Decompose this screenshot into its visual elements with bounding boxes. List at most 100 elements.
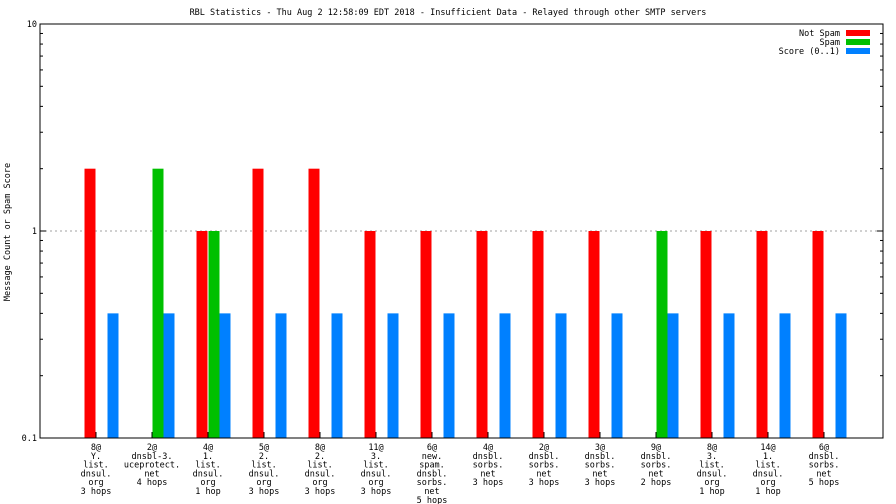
legend-label: Not Spam	[799, 29, 840, 39]
x-tick-label: 4@ dnsbl. sorbs. net 3 hops	[473, 443, 504, 488]
bar-not-spam	[476, 231, 488, 438]
x-tick-label-line: 3 hops	[249, 487, 280, 497]
legend-label: Spam	[820, 38, 840, 48]
x-tick-label-line: spam.	[419, 461, 445, 471]
x-tick-label-line: org	[200, 478, 215, 488]
bar-score-0-1	[723, 313, 735, 438]
bar-not-spam	[420, 231, 432, 438]
x-tick-label-line: 2.	[315, 452, 325, 462]
x-tick-label-line: 3@	[595, 443, 605, 453]
x-tick-label-line: sorbs.	[641, 461, 672, 471]
x-tick-label-line: dnsul.	[697, 469, 728, 479]
x-tick-label-line: 1.	[763, 452, 773, 462]
bar-spam	[656, 231, 668, 438]
legend-swatch	[846, 30, 870, 36]
x-tick-label: 11@ 3. list. dnsul. org 3 hops	[361, 443, 392, 497]
x-tick-label-line: 9@	[651, 443, 661, 453]
x-tick-label-line: 6@	[427, 443, 437, 453]
bar-not-spam	[308, 168, 320, 438]
x-tick-label-line: 5 hops	[417, 496, 448, 504]
x-tick-label-line: dnsbl.	[641, 452, 672, 462]
chart-title: RBL Statistics - Thu Aug 2 12:58:09 EDT …	[190, 8, 707, 18]
x-tick-label-line: dnsul.	[249, 469, 280, 479]
bar-score-0-1	[387, 313, 399, 438]
bar-not-spam	[364, 231, 376, 438]
x-tick-label: 3@ dnsbl. sorbs. net 3 hops	[585, 443, 616, 488]
x-tick-label: 4@ 1. list. dnsul. org 1 hop	[193, 443, 224, 497]
x-tick-label-line: list.	[363, 461, 389, 471]
bar-score-0-1	[779, 313, 791, 438]
x-tick-label-line: org	[88, 478, 103, 488]
x-tick-label-line: 1 hop	[195, 487, 221, 497]
x-tick-label-line: uceprotect.	[124, 461, 180, 471]
x-tick-label-line: org	[256, 478, 271, 488]
x-tick-label-line: dnsul.	[305, 469, 336, 479]
x-tick-label-line: net	[144, 469, 159, 479]
x-tick-label-line: sorbs.	[585, 461, 616, 471]
x-tick-label-line: dnsbl.	[585, 452, 616, 462]
x-tick-label-line: dnsbl.	[417, 469, 448, 479]
x-tick-label-line: 14@	[760, 443, 775, 453]
legend-swatch	[846, 48, 870, 54]
x-tick-label-line: 4 hops	[137, 478, 168, 488]
bar-not-spam	[252, 168, 264, 438]
x-tick-label: 6@ dnsbl. sorbs. net 5 hops	[809, 443, 840, 488]
x-tick-label-line: sorbs.	[529, 461, 560, 471]
x-tick-label-line: 3 hops	[473, 478, 504, 488]
x-tick-label: 6@ new. spam. dnsbl. sorbs. net 5 hops	[417, 443, 448, 504]
x-tick-label-line: 2@	[147, 443, 157, 453]
y-axis-label: Message Count or Spam Score	[3, 163, 13, 301]
x-tick-label-line: dnsbl.	[529, 452, 560, 462]
bar-score-0-1	[667, 313, 679, 438]
x-tick-label-line: list.	[699, 461, 725, 471]
bar-score-0-1	[219, 313, 231, 438]
x-tick-label-line: 1 hop	[699, 487, 725, 497]
y-tick-label: 1	[32, 227, 37, 237]
x-tick-label-line: 1 hop	[755, 487, 781, 497]
x-tick-label-line: 6@	[819, 443, 829, 453]
x-tick-label-line: net	[592, 469, 607, 479]
x-tick-label: 14@ 1. list. dnsul. org 1 hop	[753, 443, 784, 497]
x-tick-label-line: sorbs.	[473, 461, 504, 471]
bar-not-spam	[588, 231, 600, 438]
x-tick-label-line: net	[648, 469, 663, 479]
x-tick-label-line: 4@	[203, 443, 213, 453]
bar-spam	[152, 168, 164, 438]
bar-score-0-1	[443, 313, 455, 438]
x-tick-label-line: sorbs.	[417, 478, 448, 488]
x-tick-label: 9@ dnsbl. sorbs. net 2 hops	[641, 443, 672, 488]
x-tick-label-line: net	[816, 469, 831, 479]
x-tick-label-line: org	[704, 478, 719, 488]
x-tick-label-line: 3 hops	[529, 478, 560, 488]
x-tick-label-line: 8@	[707, 443, 717, 453]
x-tick-label: 8@ 3. list. dnsul. org 1 hop	[697, 443, 728, 497]
bar-spam	[208, 231, 220, 438]
x-tick-label-line: list.	[307, 461, 333, 471]
bar-not-spam	[700, 231, 712, 438]
bars	[84, 168, 847, 438]
x-tick-label-line: 1.	[203, 452, 213, 462]
bar-not-spam	[84, 168, 96, 438]
x-tick-label-line: 3.	[707, 452, 717, 462]
x-tick-label-line: list.	[195, 461, 221, 471]
x-tick-label-line: list.	[251, 461, 277, 471]
x-tick-label-line: 11@	[368, 443, 383, 453]
x-tick-label: 8@ Y. list. dnsul. org 3 hops	[81, 443, 112, 497]
bar-score-0-1	[835, 313, 847, 438]
x-tick-label: 8@ 2. list. dnsul. org 3 hops	[305, 443, 336, 497]
bar-score-0-1	[611, 313, 623, 438]
x-tick-label-line: net	[480, 469, 495, 479]
x-tick-label-line: 8@	[91, 443, 101, 453]
x-tick-label-line: 2.	[259, 452, 269, 462]
x-tick-label-line: dnsul.	[361, 469, 392, 479]
legend-label: Score (0..1)	[779, 47, 840, 57]
x-tick-label-line: new.	[422, 452, 442, 462]
x-tick-label-line: Y.	[91, 452, 101, 462]
x-tick-label-line: net	[536, 469, 551, 479]
x-tick-label-line: dnsbl.	[809, 452, 840, 462]
x-tick-label-line: org	[368, 478, 383, 488]
x-tick-label-line: 3 hops	[361, 487, 392, 497]
bar-score-0-1	[331, 313, 343, 438]
